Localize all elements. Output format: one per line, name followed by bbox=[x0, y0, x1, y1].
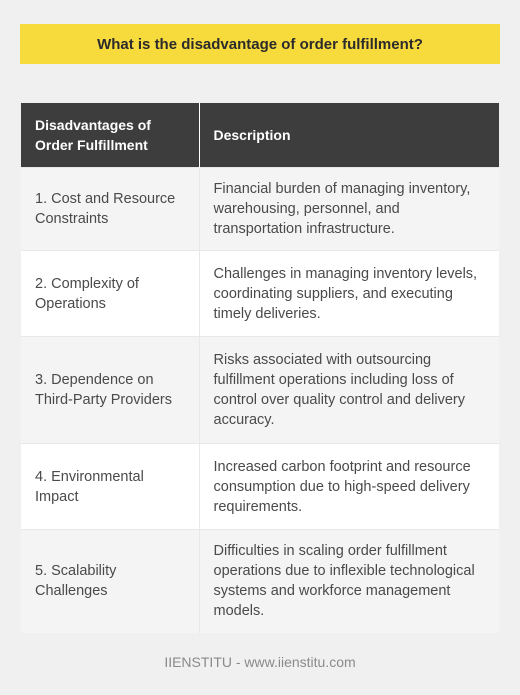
header-description: Description bbox=[198, 103, 499, 168]
description-cell: Risks associated with outsourcing fulfil… bbox=[198, 336, 499, 444]
disadvantage-cell: 5. Scalability Challenges bbox=[21, 529, 199, 633]
header-disadvantage: Disadvantages of Order Fulfillment bbox=[21, 103, 199, 168]
description-cell: Increased carbon footprint and resource … bbox=[198, 443, 499, 530]
description-cell: Difficulties in scaling order fulfillmen… bbox=[198, 529, 499, 633]
table-row: 2. Complexity of Operations Challenges i… bbox=[21, 250, 499, 337]
disadvantage-cell: 4. Environmental Impact bbox=[21, 443, 199, 530]
table-row: 3. Dependence on Third-Party Providers R… bbox=[21, 336, 499, 444]
disadvantage-cell: 1. Cost and Resource Constraints bbox=[21, 167, 199, 251]
disadvantage-cell: 3. Dependence on Third-Party Providers bbox=[21, 336, 199, 444]
table-row: 4. Environmental Impact Increased carbon… bbox=[21, 443, 499, 530]
disadvantage-cell: 2. Complexity of Operations bbox=[21, 250, 199, 337]
page-title: What is the disadvantage of order fulfil… bbox=[20, 24, 500, 64]
table-row: 5. Scalability Challenges Difficulties i… bbox=[21, 529, 499, 633]
disadvantages-table: Disadvantages of Order Fulfillment Descr… bbox=[21, 103, 499, 633]
table-row: 1. Cost and Resource Constraints Financi… bbox=[21, 167, 499, 251]
description-cell: Financial burden of managing inventory, … bbox=[198, 167, 499, 251]
description-cell: Challenges in managing inventory levels,… bbox=[198, 250, 499, 337]
disadvantages-table-container: Disadvantages of Order Fulfillment Descr… bbox=[21, 103, 499, 633]
footer-source: IIENSTITU - www.iienstitu.com bbox=[164, 654, 356, 670]
table-header-row: Disadvantages of Order Fulfillment Descr… bbox=[21, 103, 499, 168]
